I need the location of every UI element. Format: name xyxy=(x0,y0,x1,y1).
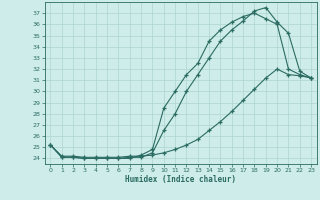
X-axis label: Humidex (Indice chaleur): Humidex (Indice chaleur) xyxy=(125,175,236,184)
